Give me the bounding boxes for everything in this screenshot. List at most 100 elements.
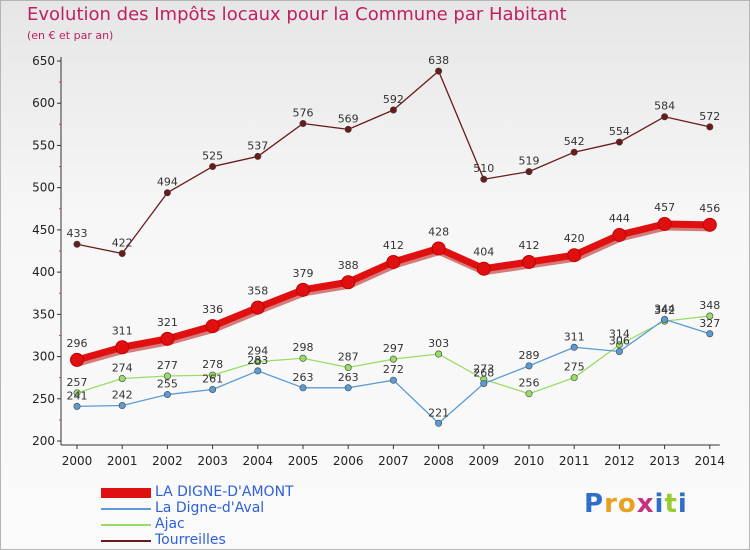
data-label: 412 [383, 239, 404, 252]
data-point [615, 347, 623, 355]
data-label: 256 [519, 377, 540, 390]
y-tick-label: 500 [32, 181, 55, 195]
data-point [525, 168, 533, 176]
proxiti-logo: Proxiti [584, 489, 688, 519]
y-tick-label: 550 [32, 138, 55, 152]
data-point [706, 312, 714, 320]
data-point [344, 384, 352, 392]
data-label: 592 [383, 93, 404, 106]
x-tick-label: 2007 [378, 454, 409, 468]
data-point [344, 364, 352, 372]
data-point [296, 282, 310, 297]
logo-letter: r [604, 489, 618, 519]
data-point [341, 275, 356, 290]
data-label: 257 [67, 376, 88, 389]
data-label: 242 [112, 389, 133, 402]
x-tick-label: 2004 [243, 454, 274, 468]
data-label: 457 [654, 201, 675, 214]
data-point [118, 250, 126, 258]
y-tick-label: 350 [32, 307, 55, 321]
data-point [299, 384, 307, 392]
data-point [706, 330, 714, 338]
data-label: 576 [293, 106, 314, 119]
y-tick-label: 450 [32, 223, 55, 237]
data-label: 306 [609, 334, 630, 347]
x-tick-label: 2014 [695, 454, 726, 468]
y-tick-label: 650 [32, 54, 55, 68]
data-label: 342 [654, 304, 675, 317]
data-label: 303 [428, 337, 449, 350]
data-point [476, 261, 491, 276]
y-tick-label: 200 [32, 434, 55, 448]
data-label: 420 [564, 232, 585, 245]
data-point [657, 216, 672, 231]
data-label: 311 [112, 324, 133, 337]
data-label: 287 [338, 351, 359, 364]
data-label: 294 [247, 345, 268, 358]
data-point [73, 389, 81, 397]
data-label: 569 [338, 112, 359, 125]
data-label: 404 [473, 246, 494, 259]
data-label: 289 [519, 349, 540, 362]
data-label: 638 [428, 54, 449, 67]
data-point [525, 390, 533, 398]
data-label: 263 [293, 371, 314, 384]
data-point [205, 319, 220, 334]
data-label: 274 [112, 362, 133, 375]
x-tick-label: 2001 [107, 454, 138, 468]
data-label: 327 [699, 317, 720, 330]
data-point [250, 300, 265, 315]
data-label: 221 [428, 406, 449, 419]
data-point [160, 331, 175, 346]
data-label: 272 [383, 363, 404, 376]
line-chart: 200 250 300 350 400 450 500 550 600 650 2000 2001 20… [32, 54, 726, 468]
legend-label: La Digne-d'Aval [155, 500, 265, 516]
legend-label: LA DIGNE-D'AMONT [155, 484, 294, 500]
data-point [661, 113, 669, 121]
data-point [570, 374, 578, 382]
legend-swatch [101, 524, 151, 526]
data-label: 263 [338, 371, 359, 384]
data-point [118, 375, 126, 383]
data-label: 494 [157, 176, 178, 189]
data-point [254, 367, 262, 375]
logo-letter: i [654, 489, 665, 519]
data-point [209, 385, 217, 393]
data-point [570, 148, 578, 156]
data-point [435, 419, 443, 427]
data-label: 358 [247, 285, 268, 298]
logo-letter: P [584, 489, 605, 519]
data-label: 428 [428, 225, 449, 238]
data-label: 525 [202, 150, 223, 163]
data-point [480, 175, 488, 183]
data-point [480, 380, 488, 388]
data-point [389, 106, 397, 114]
data-label: 311 [564, 330, 585, 343]
data-label: 268 [473, 367, 494, 380]
data-label: 278 [202, 358, 223, 371]
data-point [299, 354, 307, 362]
legend-swatch [101, 508, 151, 510]
data-label: 379 [293, 267, 314, 280]
y-tick-label: 300 [32, 350, 55, 364]
data-label: 283 [247, 354, 268, 367]
logo-letter: t [664, 489, 678, 519]
x-tick-label: 2000 [62, 454, 93, 468]
data-point [612, 227, 627, 242]
data-label: 572 [699, 110, 720, 123]
data-label: 554 [609, 125, 630, 138]
y-tick-label: 600 [32, 96, 55, 110]
data-label: 388 [338, 259, 359, 272]
chart-subtitle: (en € et par an) [27, 29, 114, 42]
data-point [254, 152, 262, 160]
data-label: 298 [293, 341, 314, 354]
data-label: 348 [699, 299, 720, 312]
data-label: 510 [473, 162, 494, 175]
legend-swatch [101, 488, 151, 498]
data-label: 255 [157, 378, 178, 391]
data-point [661, 315, 669, 323]
data-point [389, 376, 397, 384]
x-tick-label: 2005 [288, 454, 319, 468]
data-point [299, 119, 307, 127]
